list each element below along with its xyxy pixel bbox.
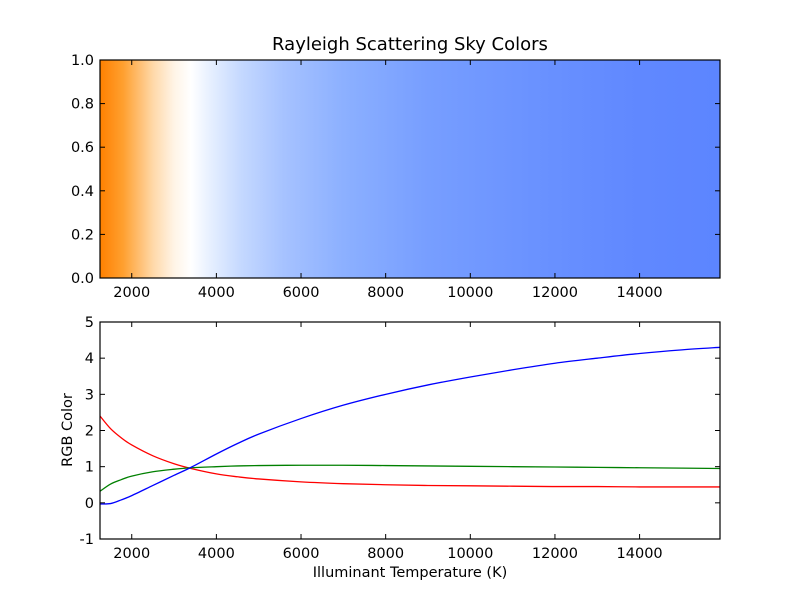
top-y-tick-label: 0.6 — [71, 140, 94, 156]
red-series-line — [100, 415, 720, 488]
top-y-tick-label: 0.4 — [71, 184, 94, 200]
bottom-y-tick-label: 2 — [85, 424, 94, 440]
y-axis-label: RGB Color — [60, 393, 76, 467]
sky-color-band — [100, 60, 720, 278]
top-x-tick-label: 2000 — [113, 285, 150, 301]
bottom-y-tick-label: 1 — [85, 460, 94, 476]
bottom-x-tick-label: 12000 — [532, 546, 578, 562]
bottom-y-tick-label: 5 — [85, 315, 94, 331]
top-x-tick-label: 10000 — [447, 285, 493, 301]
bottom-x-tick-label: 10000 — [447, 546, 493, 562]
blue-series-line — [100, 346, 720, 505]
top-y-tick-label: 0.8 — [71, 97, 94, 113]
top-x-tick-label: 12000 — [532, 285, 578, 301]
bottom-y-tick-label: 4 — [85, 351, 94, 367]
top-y-tick-label: 1.0 — [71, 53, 94, 69]
bottom-x-tick-label: 8000 — [367, 546, 404, 562]
top-x-tick-label: 4000 — [198, 285, 235, 301]
bottom-x-tick-label: 6000 — [283, 546, 320, 562]
top-x-tick-label: 8000 — [367, 285, 404, 301]
bottom-x-tick-label: 4000 — [198, 546, 235, 562]
bottom-plot-frame — [99, 321, 721, 540]
chart-title: Rayleigh Scattering Sky Colors — [272, 34, 548, 55]
top-x-tick-label: 6000 — [283, 285, 320, 301]
green-series-line — [100, 464, 720, 492]
top-y-tick-label: 0.2 — [71, 227, 94, 243]
top-plot-frame — [99, 59, 721, 279]
top-x-tick-label: 14000 — [617, 285, 663, 301]
x-axis-label: Illuminant Temperature (K) — [313, 565, 508, 581]
bottom-y-tick-label: -1 — [80, 532, 94, 548]
bottom-y-tick-label: 0 — [85, 496, 94, 512]
bottom-x-tick-label: 14000 — [617, 546, 663, 562]
bottom-y-tick-label: 3 — [85, 387, 94, 403]
top-y-tick-label: 0.0 — [71, 271, 94, 287]
bottom-x-tick-label: 2000 — [113, 546, 150, 562]
